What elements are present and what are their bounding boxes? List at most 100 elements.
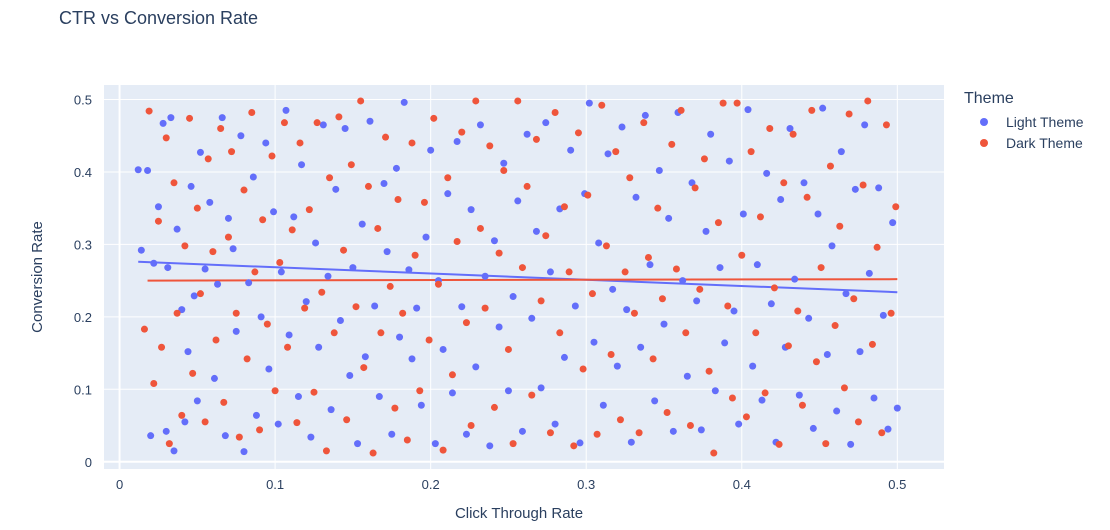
data-point-light-theme bbox=[371, 302, 379, 310]
data-point-dark-theme bbox=[347, 161, 355, 169]
data-point-light-theme bbox=[884, 425, 892, 433]
data-point-light-theme bbox=[147, 432, 155, 440]
data-point-light-theme bbox=[697, 426, 705, 434]
data-point-dark-theme bbox=[873, 243, 881, 251]
data-point-dark-theme bbox=[682, 329, 690, 337]
data-point-dark-theme bbox=[817, 264, 825, 272]
data-point-light-theme bbox=[875, 184, 883, 192]
data-point-light-theme bbox=[282, 106, 290, 114]
data-point-dark-theme bbox=[602, 242, 610, 250]
data-point-dark-theme bbox=[386, 282, 394, 290]
data-point-light-theme bbox=[277, 268, 285, 276]
data-point-light-theme bbox=[693, 297, 701, 305]
data-point-dark-theme bbox=[150, 380, 158, 388]
data-point-dark-theme bbox=[280, 119, 288, 127]
data-point-dark-theme bbox=[228, 148, 236, 156]
data-point-light-theme bbox=[744, 106, 752, 114]
data-point-dark-theme bbox=[420, 198, 428, 206]
data-point-light-theme bbox=[431, 440, 439, 448]
data-point-light-theme bbox=[721, 339, 729, 347]
data-point-light-theme bbox=[486, 442, 494, 450]
data-point-light-theme bbox=[245, 279, 253, 287]
data-point-dark-theme bbox=[495, 249, 503, 257]
data-point-light-theme bbox=[336, 316, 344, 324]
data-point-dark-theme bbox=[626, 174, 634, 182]
data-point-dark-theme bbox=[840, 384, 848, 392]
data-point-dark-theme bbox=[224, 233, 232, 241]
data-point-light-theme bbox=[257, 313, 265, 321]
trendline-dark-theme bbox=[147, 278, 898, 282]
data-point-dark-theme bbox=[411, 251, 419, 259]
data-point-light-theme bbox=[889, 219, 897, 227]
data-point-light-theme bbox=[809, 424, 817, 432]
chart-title: CTR vs Conversion Rate bbox=[59, 8, 259, 28]
data-point-dark-theme bbox=[140, 325, 148, 333]
data-point-light-theme bbox=[542, 119, 550, 127]
data-point-dark-theme bbox=[714, 219, 722, 227]
data-point-dark-theme bbox=[425, 336, 433, 344]
data-point-light-theme bbox=[856, 348, 864, 356]
data-point-light-theme bbox=[509, 293, 517, 301]
data-point-light-theme bbox=[218, 114, 226, 122]
data-point-dark-theme bbox=[747, 148, 755, 156]
data-point-dark-theme bbox=[798, 401, 806, 409]
data-point-light-theme bbox=[458, 303, 466, 311]
data-point-light-theme bbox=[346, 372, 354, 380]
data-point-dark-theme bbox=[416, 387, 424, 395]
data-point-dark-theme bbox=[276, 259, 284, 267]
data-point-light-theme bbox=[167, 114, 175, 122]
data-point-dark-theme bbox=[220, 398, 228, 406]
data-point-dark-theme bbox=[430, 114, 438, 122]
data-point-dark-theme bbox=[766, 124, 774, 132]
data-point-light-theme bbox=[392, 164, 400, 172]
data-point-light-theme bbox=[805, 314, 813, 322]
data-point-dark-theme bbox=[170, 179, 178, 187]
data-point-light-theme bbox=[413, 304, 421, 312]
data-point-light-theme bbox=[500, 159, 508, 167]
data-point-light-theme bbox=[767, 300, 775, 308]
data-point-light-theme bbox=[879, 311, 887, 319]
data-point-dark-theme bbox=[305, 206, 313, 214]
data-point-light-theme bbox=[819, 104, 827, 112]
data-point-dark-theme bbox=[794, 307, 802, 315]
data-point-dark-theme bbox=[822, 440, 830, 448]
data-point-dark-theme bbox=[357, 97, 365, 105]
data-point-light-theme bbox=[590, 338, 598, 346]
data-point-dark-theme bbox=[313, 119, 321, 127]
data-point-dark-theme bbox=[490, 403, 498, 411]
data-point-light-theme bbox=[285, 331, 293, 339]
data-point-light-theme bbox=[660, 320, 668, 328]
data-point-light-theme bbox=[571, 302, 579, 310]
data-point-light-theme bbox=[490, 237, 498, 245]
data-point-dark-theme bbox=[789, 130, 797, 138]
data-point-dark-theme bbox=[394, 195, 402, 203]
data-point-light-theme bbox=[481, 272, 489, 280]
data-point-dark-theme bbox=[196, 290, 204, 298]
data-point-dark-theme bbox=[518, 264, 526, 272]
data-point-dark-theme bbox=[845, 110, 853, 118]
data-point-dark-theme bbox=[770, 284, 778, 292]
data-point-dark-theme bbox=[859, 181, 867, 189]
data-point-dark-theme bbox=[340, 246, 348, 254]
data-point-dark-theme bbox=[831, 322, 839, 330]
data-point-light-theme bbox=[528, 314, 536, 322]
data-point-dark-theme bbox=[301, 304, 309, 312]
x-tick-label: 0.2 bbox=[422, 477, 440, 492]
data-point-light-theme bbox=[504, 387, 512, 395]
data-point-light-theme bbox=[181, 418, 189, 426]
x-axis-label: Click Through Rate bbox=[455, 505, 583, 522]
data-point-light-theme bbox=[324, 272, 332, 280]
x-axis-ticks: 0 0.1 0.2 0.3 0.4 0.5 bbox=[116, 477, 906, 492]
data-point-light-theme bbox=[396, 333, 404, 341]
data-point-light-theme bbox=[833, 407, 841, 415]
data-point-light-theme bbox=[551, 420, 559, 428]
data-point-dark-theme bbox=[514, 97, 522, 105]
x-tick-label: 0 bbox=[116, 477, 123, 492]
data-point-light-theme bbox=[753, 261, 761, 269]
x-tick-label: 0.1 bbox=[266, 477, 284, 492]
data-point-dark-theme bbox=[235, 433, 243, 441]
data-point-dark-theme bbox=[467, 422, 475, 430]
legend-title: Theme bbox=[964, 90, 1014, 107]
data-point-light-theme bbox=[576, 439, 584, 447]
